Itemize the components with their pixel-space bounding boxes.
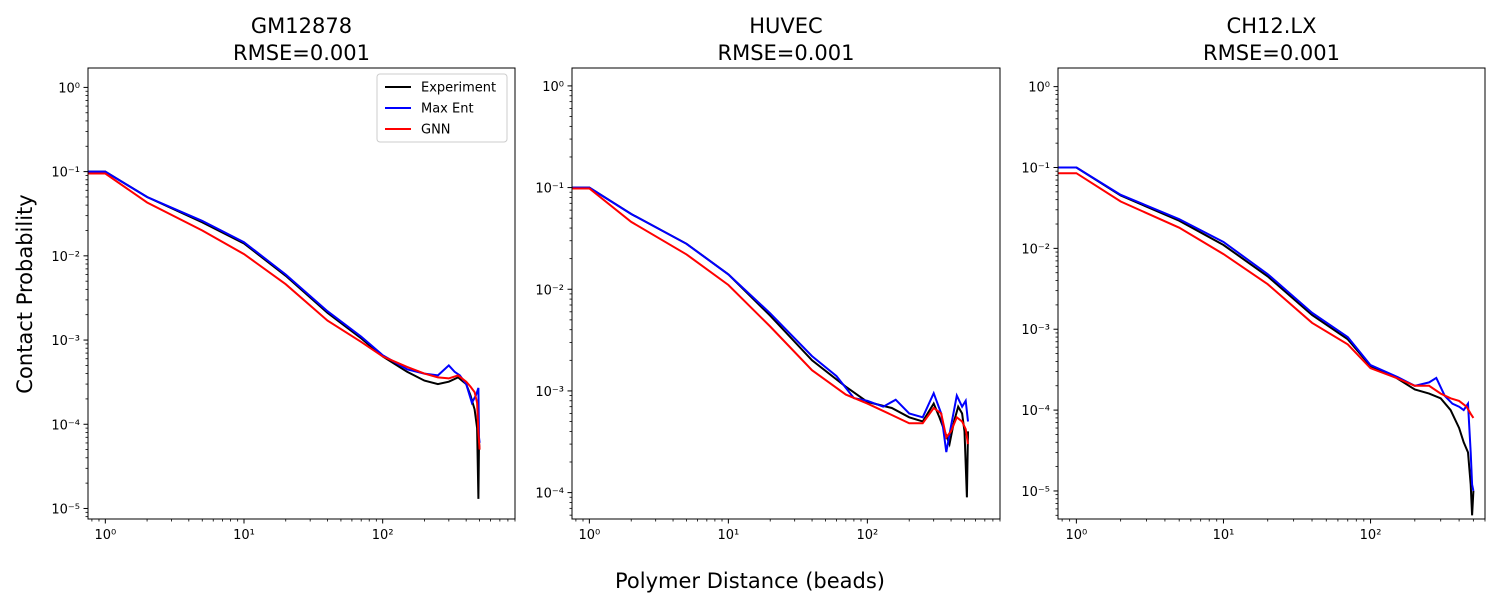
chart-panel-3: CH12.LX RMSE=0.001 10⁰ 10¹ 10² 10⁻⁵ 10⁻⁴ 10⁻³ 10…	[1021, 14, 1486, 543]
x-tick-label: 10¹	[1213, 528, 1235, 543]
series-line-max-ent	[88, 170, 481, 444]
legend: Experiment Max Ent GNN	[376, 73, 508, 143]
y-tick-label: 10⁻³	[51, 334, 80, 349]
x-axis-label: Polymer Distance (beads)	[615, 569, 885, 593]
panel-title: CH12.LX	[1227, 14, 1317, 38]
series-line-gnn	[1058, 172, 1475, 419]
y-tick-label: 10⁰	[542, 80, 564, 95]
legend-entry: GNN	[421, 123, 451, 138]
legend-entry: Experiment	[421, 81, 496, 96]
series-line-max-ent	[1058, 166, 1475, 492]
y-tick-label: 10⁻²	[1021, 242, 1050, 257]
legend-box	[376, 73, 508, 143]
chart-panel-2: HUVEC RMSE=0.001 10⁰ 10¹ 10² 10⁻⁴ 10⁻³ 10⁻² 10⁻¹…	[535, 14, 1001, 543]
series-line-gnn	[572, 187, 969, 445]
series-line-experiment	[1058, 166, 1475, 516]
panel-subtitle: RMSE=0.001	[1203, 41, 1340, 65]
y-tick-label: 10⁻⁵	[51, 502, 80, 517]
x-tick-label: 10¹	[233, 528, 255, 543]
panel-title: HUVEC	[749, 14, 822, 38]
y-tick-label: 10⁻²	[51, 250, 80, 265]
panel-title: GM12878	[251, 14, 352, 38]
series-line-experiment	[572, 186, 969, 498]
y-tick-label: 10⁻⁵	[1021, 485, 1050, 500]
panel-subtitle: RMSE=0.001	[717, 41, 854, 65]
x-tick-label: 10¹	[717, 528, 739, 543]
plot-frame	[87, 67, 516, 520]
x-tick-label: 10⁰	[1065, 528, 1087, 543]
y-tick-label: 10⁻⁴	[535, 487, 564, 502]
legend-entry: Max Ent	[421, 102, 474, 117]
plot-frame	[571, 67, 1001, 520]
y-tick-label: 10⁻¹	[535, 182, 564, 197]
y-axis-label: Contact Probability	[13, 194, 37, 393]
plot-frame	[1057, 67, 1486, 520]
y-tick-label: 10⁻¹	[1021, 161, 1050, 176]
series-line-experiment	[88, 170, 481, 499]
y-tick-label: 10⁰	[1028, 81, 1050, 96]
x-tick-label: 10²	[372, 528, 394, 543]
y-tick-label: 10⁻³	[535, 385, 564, 400]
y-tick-label: 10⁻⁴	[1021, 404, 1050, 419]
x-tick-label: 10⁰	[578, 528, 600, 543]
y-tick-label: 10⁻²	[535, 283, 564, 298]
panel-subtitle: RMSE=0.001	[233, 41, 370, 65]
series-line-gnn	[88, 172, 481, 450]
x-tick-label: 10²	[856, 528, 878, 543]
series-line-max-ent	[572, 186, 969, 453]
y-tick-label: 10⁻¹	[51, 166, 80, 181]
x-tick-label: 10²	[1360, 528, 1382, 543]
x-tick-label: 10⁰	[94, 528, 116, 543]
y-tick-label: 10⁻³	[1021, 323, 1050, 338]
chart-panel-1: GM12878 RMSE=0.001 10⁰ 10¹ 10² 10⁻⁵ 10⁻⁴ 10⁻³ 10…	[51, 14, 516, 543]
y-tick-label: 10⁰	[58, 81, 80, 96]
y-tick-label: 10⁻⁴	[51, 418, 80, 433]
